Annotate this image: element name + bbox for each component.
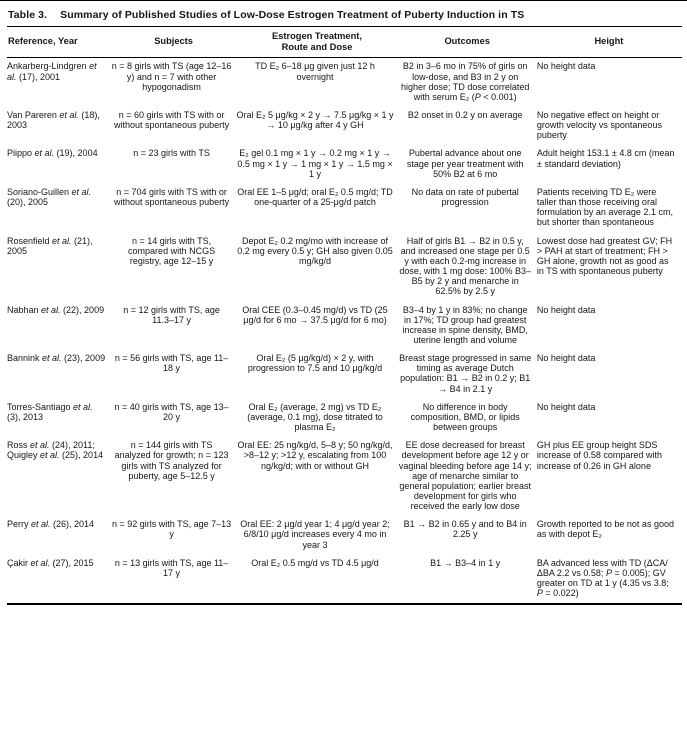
study-row: Piippo et al. (19), 2004 n = 23 girls wit… bbox=[7, 145, 682, 183]
cell-height: No height data bbox=[536, 353, 596, 364]
table-title: Summary of Published Studies of Low-Dose… bbox=[60, 9, 525, 21]
cell-reference: Ross et al. (24), 2011; Quigley et al. (… bbox=[7, 440, 104, 461]
cell-reference: Çakir et al. (27), 2015 bbox=[7, 557, 94, 568]
cell-subjects: n = 23 girls with TS bbox=[133, 148, 210, 159]
cell-subjects: n = 14 girls with TS, compared with NCGS… bbox=[128, 235, 216, 266]
table-body: Ankarberg-Lindgren et al. (17), 2001 n = … bbox=[7, 58, 682, 605]
cell-height: GH plus EE group height SDS increase of … bbox=[536, 440, 662, 471]
column-header-height: Height bbox=[536, 26, 682, 59]
cell-treatment: Oral EE 1–5 μg/d; oral E₂ 0.5 mg/d; TD o… bbox=[237, 186, 393, 208]
study-row: Van Pareren et al. (18), 2003 n = 60 girl… bbox=[7, 107, 682, 145]
cell-subjects: n = 92 girls with TS, age 7–13 y bbox=[111, 519, 232, 540]
cell-outcomes: B1 → B2 in 0.65 y and to B4 in 2.25 y bbox=[403, 519, 527, 540]
cell-height: Patients receiving TD E₂ were taller tha… bbox=[536, 186, 673, 228]
cell-treatment: Oral E₂ (5 μg/kg/d) × 2 y, with progress… bbox=[247, 353, 383, 374]
cell-reference: Torres-Santiago et al. (3), 2013 bbox=[7, 401, 93, 422]
cell-treatment: Oral EE: 2 μg/d year 1; 4 μg/d year 2; 6… bbox=[240, 519, 390, 550]
cell-treatment: Depot E₂ 0.2 mg/mo with increase of 0.2 … bbox=[237, 235, 393, 266]
column-header-outcomes: Outcomes bbox=[398, 26, 537, 59]
study-row: Ankarberg-Lindgren et al. (17), 2001 n = … bbox=[7, 58, 682, 107]
table-number: Table 3. bbox=[8, 9, 48, 21]
cell-reference: Piippo et al. (19), 2004 bbox=[7, 148, 98, 159]
cell-reference: Bannink et al. (23), 2009 bbox=[7, 353, 106, 364]
cell-treatment: Oral E₂ 5 μg/kg × 2 y → 7.5 μg/kg × 1 y … bbox=[236, 110, 394, 131]
cell-subjects: n = 60 girls with TS with or without spo… bbox=[114, 110, 230, 131]
cell-height: No height data bbox=[536, 401, 596, 412]
cell-outcomes: B1 → B3–4 in 1 y bbox=[430, 557, 501, 568]
cell-outcomes: No difference in body composition, BMD, … bbox=[410, 401, 520, 433]
cell-treatment: Oral E₂ 0.5 mg/d vs TD 4.5 μg/d bbox=[251, 557, 379, 568]
column-header-subjects: Subjects bbox=[111, 26, 237, 59]
cell-reference: Perry et al. (26), 2014 bbox=[7, 519, 95, 530]
cell-outcomes: Pubertal advance about one stage per yea… bbox=[406, 148, 524, 179]
study-row: Rosenfield et al. (21), 2005 n = 14 girls… bbox=[7, 233, 682, 302]
cell-outcomes: B3–4 by 1 y in 83%; no change in 17%; TD… bbox=[402, 304, 528, 345]
table-caption: Table 3. Summary of Published Studies of … bbox=[7, 4, 682, 26]
cell-subjects: n = 56 girls with TS, age 11–18 y bbox=[114, 353, 229, 374]
cell-height: No height data bbox=[536, 304, 596, 315]
table-header-row: Reference, Year Subjects Estrogen Treatmen… bbox=[7, 26, 682, 59]
cell-treatment: Oral EE: 25 ng/kg/d, 5–8 y; 50 ng/kg/d, … bbox=[237, 440, 393, 471]
study-row: Bannink et al. (23), 2009 n = 56 girls wi… bbox=[7, 350, 682, 399]
cell-reference: Ankarberg-Lindgren et al. (17), 2001 bbox=[7, 61, 97, 82]
cell-reference: Rosenfield et al. (21), 2005 bbox=[7, 235, 93, 256]
cell-height: Adult height 153.1 ± 4.8 cm (mean ± stan… bbox=[536, 148, 675, 169]
cell-treatment: Oral CEE (0.3–0.45 mg/d) vs TD (25 μg/d … bbox=[242, 304, 388, 325]
cell-outcomes: Breast stage progressed in same timing a… bbox=[399, 353, 532, 394]
cell-subjects: n = 8 girls with TS (age 12–16 y) and n … bbox=[111, 61, 232, 92]
cell-subjects: n = 13 girls with TS, age 11–17 y bbox=[114, 557, 229, 578]
cell-height: No height data bbox=[536, 61, 596, 72]
studies-table: Reference, Year Subjects Estrogen Treatmen… bbox=[7, 26, 682, 606]
cell-subjects: n = 40 girls with TS, age 13–20 y bbox=[114, 401, 229, 422]
cell-outcomes: B2 in 3–6 mo in 75% of girls on low-dose… bbox=[400, 61, 530, 102]
cell-reference: Nabhan et al. (22), 2009 bbox=[7, 304, 105, 315]
study-row: Perry et al. (26), 2014 n = 92 girls with… bbox=[7, 516, 682, 554]
cell-treatment: TD E₂ 6–18 μg given just 12 h overnight bbox=[255, 61, 375, 82]
cell-outcomes: No data on rate of pubertal progression bbox=[411, 186, 519, 208]
cell-height: Lowest dose had greatest GV; FH > PAH at… bbox=[536, 235, 673, 277]
cell-height: BA advanced less with TD (ΔCA/ΔBA 2.2 vs… bbox=[536, 557, 669, 599]
cell-height: Growth reported to be not as good as wit… bbox=[536, 519, 674, 540]
cell-outcomes: EE dose decreased for breast development… bbox=[398, 440, 532, 512]
cell-subjects: n = 704 girls with TS with or without sp… bbox=[114, 186, 230, 208]
study-row: Ross et al. (24), 2011; Quigley et al. (… bbox=[7, 437, 682, 516]
cell-outcomes: B2 onset in 0.2 y on average bbox=[407, 110, 523, 120]
study-row: Torres-Santiago et al. (3), 2013 n = 40 g… bbox=[7, 399, 682, 437]
cell-treatment: Oral E₂ (average, 2 mg) vs TD E₂ (averag… bbox=[247, 401, 383, 433]
cell-height: No negative effect on height or growth v… bbox=[536, 110, 662, 141]
cell-subjects: n = 12 girls with TS, age 11.3–17 y bbox=[123, 304, 220, 325]
cell-reference: Van Pareren et al. (18), 2003 bbox=[7, 110, 100, 131]
study-row: Çakir et al. (27), 2015 n = 13 girls with… bbox=[7, 555, 682, 605]
column-header-treatment: Estrogen Treatment, Route and Dose bbox=[236, 26, 399, 59]
study-row: Nabhan et al. (22), 2009 n = 12 girls wit… bbox=[7, 302, 682, 351]
cell-outcomes: Half of girls B1 → B2 in 0.5 y, and incr… bbox=[399, 235, 531, 297]
cell-reference: Soriano-Guillen et al. (20), 2005 bbox=[7, 186, 92, 208]
cell-subjects: n = 144 girls with TS analyzed for growt… bbox=[114, 440, 229, 481]
column-header-reference: Reference, Year bbox=[7, 26, 112, 59]
cell-treatment: E₂ gel 0.1 mg × 1 y → 0.2 mg × 1 y → 0.5… bbox=[237, 148, 393, 179]
study-row: Soriano-Guillen et al. (20), 2005 n = 704… bbox=[7, 184, 682, 233]
